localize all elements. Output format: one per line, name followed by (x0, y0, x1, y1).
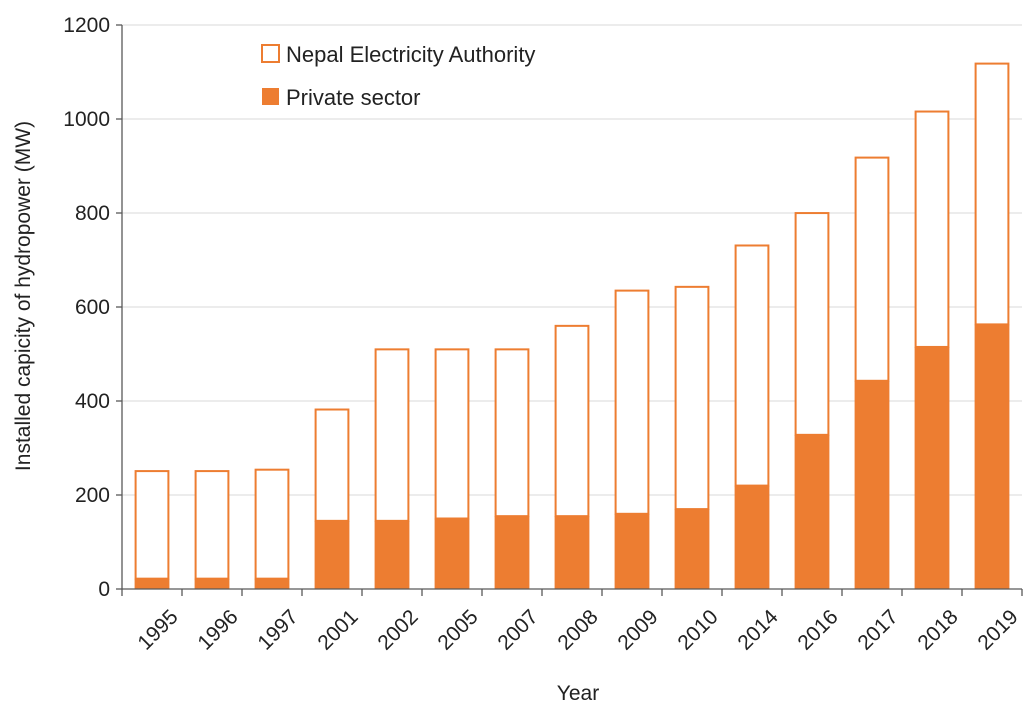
bar-nea-2005 (434, 348, 470, 520)
legend-swatch-private (262, 88, 279, 105)
x-tick-label: 1997 (253, 605, 302, 654)
bar-nea-2014 (734, 244, 770, 487)
bar-private-2017 (854, 380, 890, 589)
bar-nea-2019 (974, 62, 1010, 326)
bar-nea-1996 (194, 470, 230, 580)
x-tick-label: 1995 (133, 605, 182, 654)
x-tick-label: 2014 (733, 605, 783, 655)
y-tick-label: 1200 (63, 14, 110, 37)
bar-private-2001 (314, 520, 350, 589)
y-tick-label: 1000 (63, 108, 110, 131)
y-tick-labels: 0 200 400 600 800 1000 1200 (63, 14, 110, 601)
y-tick-label: 800 (75, 202, 110, 225)
y-tick-label: 400 (75, 390, 110, 413)
x-tick-labels: 1995 1996 1997 2001 2002 2005 2007 2008 2009 2010… (133, 605, 1022, 655)
bar-nea-2018 (914, 110, 950, 348)
bar-nea-2001 (314, 408, 350, 522)
legend-swatch-nea (261, 44, 280, 63)
y-tick-label: 200 (75, 484, 110, 507)
legend-label-private: Private sector (286, 85, 421, 110)
bar-private-2005 (434, 518, 470, 589)
bar-private-1996 (194, 578, 230, 589)
x-tick-label: 2018 (913, 605, 962, 654)
x-tick-label: 2008 (553, 605, 602, 654)
x-tick-label: 2005 (433, 605, 482, 654)
bar-private-2016 (794, 434, 830, 589)
x-tick-label: 2007 (493, 605, 542, 654)
x-tick-label: 2010 (673, 605, 722, 654)
bar-private-2019 (974, 324, 1010, 589)
bar-private-2008 (554, 516, 590, 589)
bar-private-2010 (674, 509, 710, 589)
x-tick-label: 2002 (373, 605, 422, 654)
bar-nea-1995 (134, 470, 170, 580)
bar-private-1995 (134, 578, 170, 589)
bar-nea-2016 (794, 212, 830, 436)
y-tick-label: 0 (98, 578, 110, 601)
x-tick-label: 2016 (793, 605, 842, 654)
x-axis-label: Year (557, 682, 599, 704)
bar-private-2014 (734, 485, 770, 589)
bar-private-2007 (494, 516, 530, 589)
y-axis-label: Installed capicity of hydropower (MW) (12, 121, 35, 471)
bar-nea-2008 (554, 324, 590, 518)
bar-private-1997 (254, 578, 290, 589)
bars (134, 62, 1010, 589)
x-tick-label: 2019 (973, 605, 1022, 654)
axes (116, 24, 1023, 596)
bar-nea-2002 (374, 348, 410, 522)
y-tick-label: 600 (75, 296, 110, 319)
bar-nea-2009 (614, 289, 650, 515)
x-tick-label: 2009 (613, 605, 662, 654)
x-tick-label: 2017 (853, 605, 902, 654)
bar-private-2018 (914, 346, 950, 589)
legend-label-nea: Nepal Electricity Authority (286, 42, 535, 67)
legend: Nepal Electricity Authority Private sect… (261, 42, 535, 110)
x-tick-label: 1996 (193, 605, 242, 654)
bar-private-2009 (614, 513, 650, 589)
x-tick-label: 2001 (313, 605, 362, 654)
bar-nea-1997 (254, 468, 290, 580)
bar-nea-2017 (854, 156, 890, 382)
bar-private-2002 (374, 520, 410, 589)
bar-nea-2007 (494, 348, 530, 518)
bar-nea-2010 (674, 285, 710, 511)
